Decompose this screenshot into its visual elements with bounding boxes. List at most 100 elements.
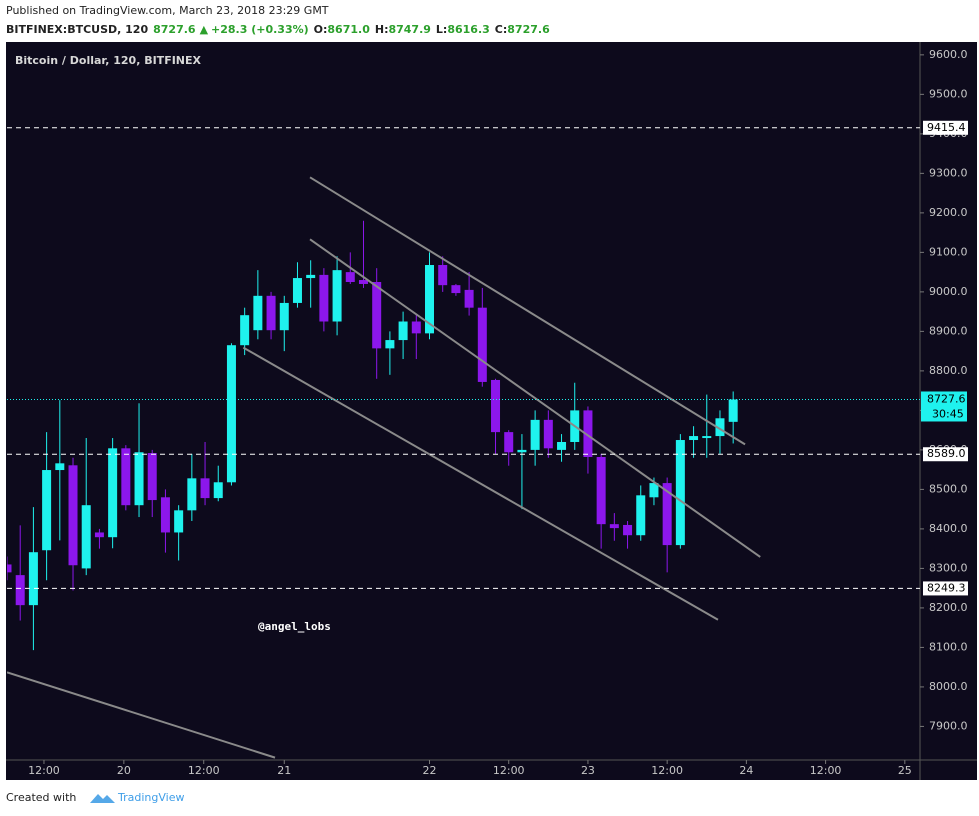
x-tick-label: 24 — [739, 764, 753, 777]
y-tick-label: 8400.0 — [929, 522, 968, 535]
candle-body — [306, 274, 316, 279]
candle-body — [557, 441, 567, 450]
candle-body — [398, 321, 408, 341]
c-label: C: — [495, 23, 507, 36]
level-label: 8249.3 — [927, 581, 966, 594]
published: Published on TradingView.com, March 23, … — [6, 4, 329, 17]
x-tick-label: 12:00 — [188, 764, 220, 777]
candle-body — [662, 483, 672, 546]
y-tick-label: 9500.0 — [929, 87, 968, 100]
o-label: O: — [314, 23, 328, 36]
level-label-box — [923, 447, 968, 462]
y-tick-label: 9000.0 — [929, 285, 968, 298]
x-tick-label: 23 — [581, 764, 595, 777]
y-tick-label: 8200.0 — [929, 601, 968, 614]
candle-body — [596, 457, 606, 525]
arrow: ▲ — [200, 23, 209, 36]
candle-body — [319, 274, 329, 322]
candle-body — [372, 282, 382, 349]
x-tick-label: 21 — [277, 764, 291, 777]
x-tick-label: 12:00 — [28, 764, 60, 777]
x-tick-label: 12:00 — [810, 764, 842, 777]
symbol: BITFINEX:BTCUSD, 120 — [6, 23, 148, 36]
plot — [7, 176, 761, 759]
candle-body — [187, 478, 197, 511]
candle-body — [240, 315, 250, 346]
candle-body — [108, 448, 118, 538]
y-tick-label: 9100.0 — [929, 245, 968, 258]
x-tick-label: 25 — [898, 764, 912, 777]
watermark: @angel_lobs — [258, 620, 331, 633]
x-tick-label: 22 — [423, 764, 437, 777]
candle-body — [583, 410, 593, 458]
candle-body — [94, 532, 104, 538]
h: 8747.9 — [388, 23, 430, 36]
candle-body — [292, 278, 302, 303]
candle-body — [42, 470, 52, 551]
candle-body — [636, 495, 646, 536]
candle-body — [464, 289, 474, 308]
symbol-line: BITFINEX:BTCUSD, 120 8727.6 ▲ +28.3 (+0.33%… — [6, 23, 550, 36]
candle-body — [649, 483, 659, 498]
candle-body — [675, 440, 685, 546]
candle-body — [55, 463, 65, 471]
last: 8727.6 — [153, 23, 196, 36]
candle-body — [68, 465, 78, 566]
candle-body — [411, 321, 421, 334]
candle-body — [530, 419, 540, 450]
footer-brand[interactable]: TradingView — [117, 791, 184, 804]
candle-body — [425, 265, 435, 334]
y-tick-label: 8300.0 — [929, 561, 968, 574]
candle-body — [15, 575, 25, 606]
candle-body — [451, 285, 461, 294]
candle-body — [517, 449, 527, 453]
candle-body — [7, 564, 12, 573]
y-tick-label: 8900.0 — [929, 324, 968, 337]
candle-body — [543, 419, 553, 449]
trend-line — [242, 346, 719, 621]
candle-body — [702, 436, 712, 439]
change: +28.3 (+0.33%) — [211, 23, 309, 36]
price-label-box — [921, 391, 967, 422]
candle-body — [266, 295, 276, 331]
level-label-box — [923, 581, 968, 596]
candle-body — [715, 418, 725, 437]
candle-body — [358, 280, 368, 284]
candle-body — [226, 345, 236, 483]
tradingview-logo — [90, 794, 115, 803]
candle-body — [623, 524, 633, 536]
candle-body — [504, 432, 514, 453]
candle-body — [160, 497, 170, 533]
candle-body — [728, 399, 738, 422]
candle-body — [345, 272, 355, 282]
candle-body — [134, 452, 144, 506]
y-tick-label: 8100.0 — [929, 640, 968, 653]
y-tick-label: 7900.0 — [929, 719, 968, 732]
y-tick-label: 9600.0 — [929, 48, 968, 61]
trend-line — [7, 671, 276, 759]
candle-body — [28, 552, 38, 606]
footer-created: Created with — [6, 791, 76, 804]
candle-body — [147, 453, 157, 501]
candle-body — [213, 482, 223, 499]
candle-body — [477, 307, 487, 382]
y-tick-label: 8000.0 — [929, 680, 968, 693]
candle-body — [385, 340, 395, 349]
c: 8727.6 — [507, 23, 550, 36]
candle-body — [200, 478, 210, 499]
trend-line — [309, 238, 761, 558]
x-tick-label: 20 — [117, 764, 131, 777]
o: 8671.0 — [327, 23, 370, 36]
h-label: H: — [375, 23, 389, 36]
level-label: 9415.4 — [927, 121, 966, 134]
chart-title: Bitcoin / Dollar, 120, BITFINEX — [15, 54, 202, 67]
candle-body — [279, 302, 289, 331]
l: 8616.3 — [447, 23, 489, 36]
y-tick-label: 8800.0 — [929, 364, 968, 377]
x-tick-label: 12:00 — [493, 764, 525, 777]
x-tick-label: 12:00 — [651, 764, 683, 777]
candle-body — [81, 505, 91, 569]
y-tick-label: 9200.0 — [929, 206, 968, 219]
price-label: 8727.6 — [927, 392, 966, 405]
level-label: 8589.0 — [927, 447, 966, 460]
